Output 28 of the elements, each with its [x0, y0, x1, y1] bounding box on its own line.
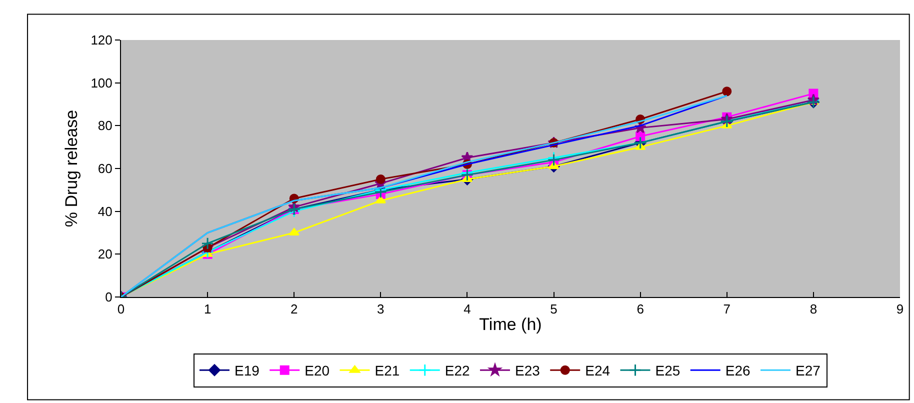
x-tick-label: 8 — [810, 302, 818, 317]
y-tick-label: 0 — [105, 290, 112, 305]
x-axis-title: Time (h) — [479, 315, 542, 334]
x-tick-label: 4 — [464, 302, 471, 317]
x-tick-label: 9 — [896, 302, 904, 317]
legend-label: E19 — [234, 362, 260, 379]
x-tick-label: 2 — [290, 302, 298, 317]
y-tick-label: 20 — [98, 246, 112, 262]
legend-label: E22 — [444, 362, 470, 379]
y-tick-label: 60 — [98, 161, 112, 176]
legend-label: E23 — [514, 362, 540, 379]
y-tick-label: 80 — [98, 118, 112, 134]
legend-label: E27 — [795, 362, 821, 379]
x-tick-label: 0 — [117, 302, 125, 317]
x-tick-label: 3 — [377, 302, 384, 317]
x-tick-label: 6 — [636, 302, 644, 317]
x-tick-label: 5 — [550, 302, 558, 317]
x-tick-label: 1 — [204, 302, 212, 317]
legend-label: E26 — [725, 362, 750, 379]
legend-label: E25 — [655, 362, 680, 379]
x-tick-label: 7 — [723, 302, 731, 317]
y-tick-label: 120 — [90, 32, 112, 48]
legend-label: E21 — [374, 362, 400, 379]
legend-label: E20 — [304, 362, 330, 379]
legend-label: E24 — [585, 362, 610, 379]
y-tick-label: 100 — [90, 75, 112, 90]
y-tick-label: 40 — [98, 204, 112, 219]
y-axis-title: % Drug release — [62, 110, 81, 228]
